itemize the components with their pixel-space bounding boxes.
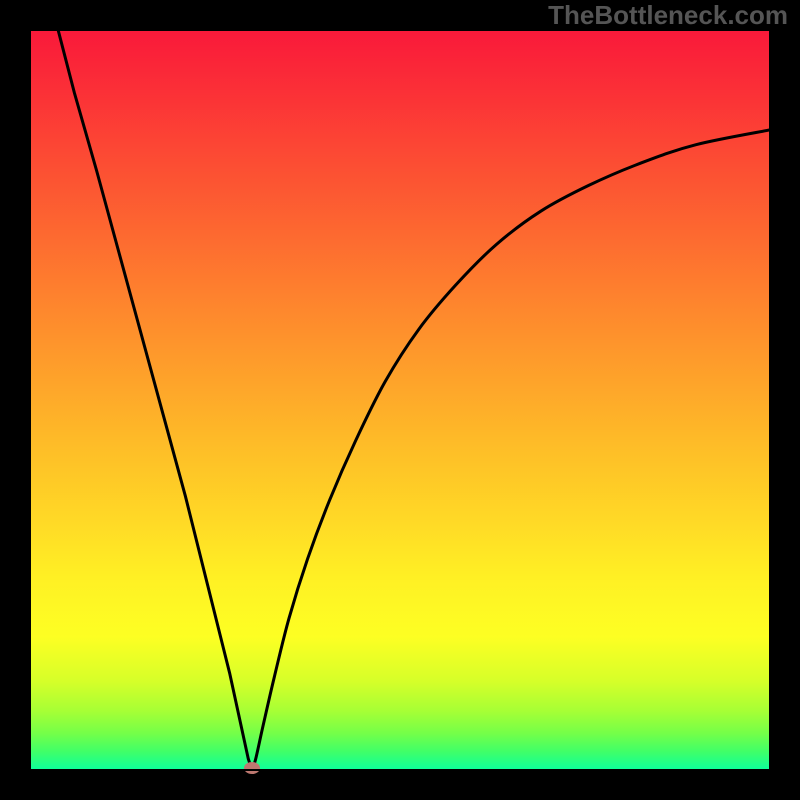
plot-background — [30, 30, 770, 770]
minimum-marker — [244, 762, 260, 774]
chart-svg — [0, 0, 800, 800]
watermark-text: TheBottleneck.com — [548, 0, 788, 31]
chart-canvas: { "watermark": { "text": "TheBottleneck.… — [0, 0, 800, 800]
